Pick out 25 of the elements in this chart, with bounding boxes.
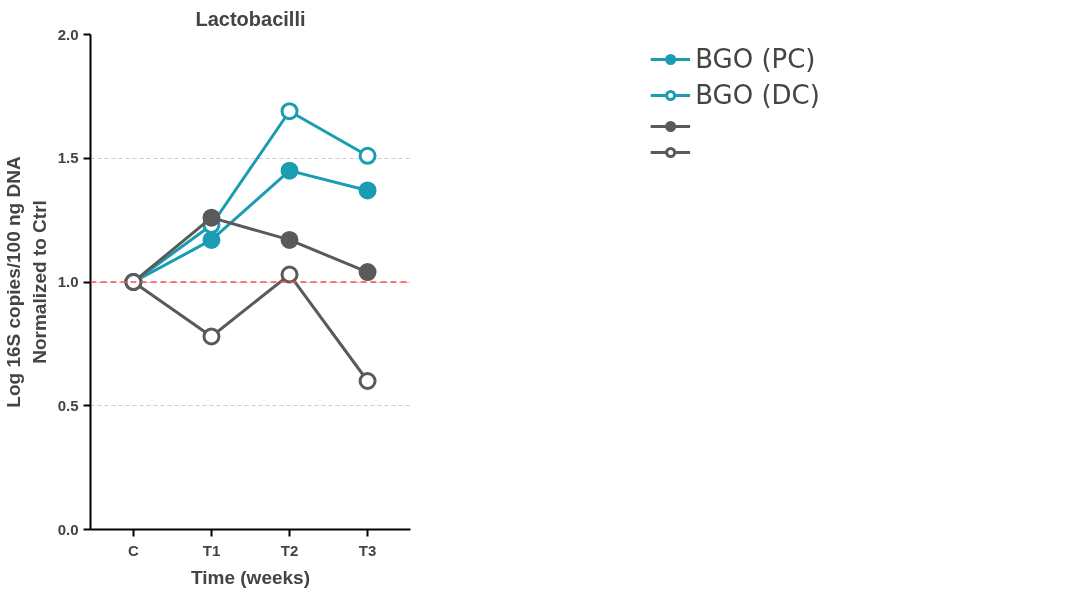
chart-title: Lactobacilli — [195, 7, 306, 30]
point — [280, 230, 299, 249]
y-tick-label: 0.0 — [57, 520, 79, 538]
point — [202, 208, 221, 227]
point — [358, 263, 377, 282]
x-tick-label: T3 — [358, 541, 377, 559]
point — [280, 265, 299, 284]
point — [202, 327, 221, 346]
point — [358, 146, 377, 165]
point — [358, 372, 377, 390]
x-tick-label: C — [128, 541, 140, 559]
point — [358, 181, 377, 200]
y-axis-title: Log 16S copies/100 ng DNA Normalized to Ctrl — [3, 156, 50, 408]
y-tick-label: 0.5 — [57, 396, 79, 414]
y-tick-label: 1.0 — [57, 273, 79, 290]
legend-label: BGO (PC) — [695, 44, 816, 74]
x-tick-label: T2 — [280, 541, 299, 559]
y-tick-label: 2.0 — [57, 25, 79, 43]
legend-label: BGO (DC) — [695, 80, 820, 110]
point — [202, 230, 221, 249]
x-axis-title: Time (weeks) — [191, 566, 310, 588]
point — [280, 161, 299, 180]
x-tick-label: T1 — [202, 541, 221, 559]
y-tick-label: 1.5 — [57, 149, 79, 167]
point — [280, 102, 299, 121]
